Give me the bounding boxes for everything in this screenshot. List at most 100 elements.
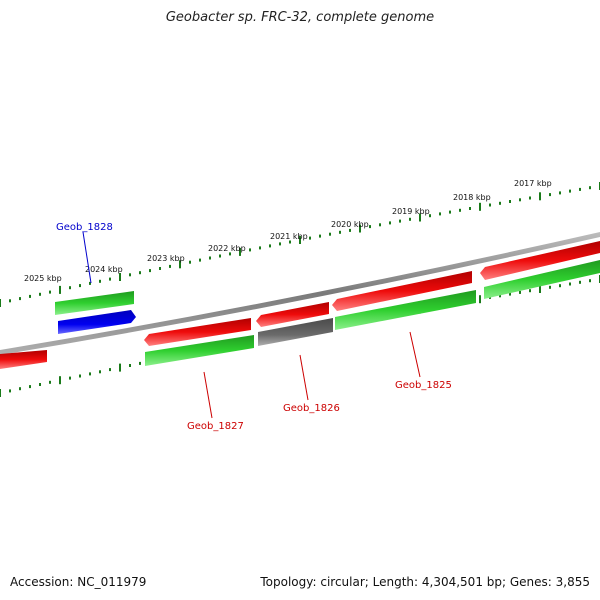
gene-reverse[interactable] [332,271,472,311]
minor-tick [49,380,51,384]
minor-tick [99,279,101,283]
tick-label: 2023 kbp [147,254,185,263]
gene-label-geob-1827: Geob_1827 [187,421,244,432]
minor-tick [49,290,51,294]
major-tick [0,299,1,307]
minor-tick [459,208,461,212]
minor-tick [519,290,521,294]
minor-tick [89,372,91,376]
minor-tick [269,244,271,248]
gene-label-group[interactable]: Geob_1826 [283,354,340,414]
minor-tick [439,212,441,216]
genome-summary-text: Topology: circular; Length: 4,304,501 bp… [260,575,590,589]
gene-label-group[interactable]: Geob_1825 [395,331,452,391]
gene-label-geob-1825: Geob_1825 [395,380,452,391]
gene-selected[interactable] [58,310,136,334]
minor-tick [229,252,231,256]
minor-tick [529,289,531,293]
minor-tick [169,264,171,268]
gene-reverse[interactable] [256,302,329,327]
minor-tick [99,370,101,374]
minor-tick [499,201,501,205]
major-tick [0,389,1,397]
major-tick [419,213,421,222]
minor-tick [549,285,551,289]
minor-tick [79,374,81,378]
major-tick [179,260,181,269]
minor-tick [579,187,581,191]
minor-tick [209,256,211,260]
minor-tick [549,193,551,197]
gene-forward[interactable] [484,260,600,299]
minor-tick [469,207,471,210]
minor-tick [559,191,561,195]
gene-label-group[interactable]: Geob_1827 [187,371,244,432]
minor-tick [109,277,111,281]
minor-tick [219,254,221,258]
major-tick [479,295,481,304]
major-tick [479,202,481,211]
minor-tick [9,389,11,393]
minor-tick [249,248,251,252]
minor-tick [89,281,91,285]
minor-tick [69,376,71,380]
minor-tick [129,364,131,367]
minor-tick [509,292,511,296]
gene-forward[interactable] [55,291,134,315]
minor-tick [319,234,321,238]
minor-tick [9,299,11,303]
minor-tick [39,292,41,296]
gene-reverse[interactable] [480,241,600,280]
tick-label: 2021 kbp [270,232,308,241]
gene-reverse[interactable] [0,350,47,369]
minor-tick [289,240,291,244]
minor-tick [409,217,411,221]
tick-label: 2018 kbp [453,193,491,202]
minor-tick [529,196,531,200]
minor-tick [429,214,431,218]
minor-tick [69,286,71,290]
minor-tick [579,280,581,284]
map-title: Geobacter sp. FRC-32, complete genome [165,10,435,25]
gene-forward[interactable] [335,290,476,330]
minor-tick [339,230,341,234]
minor-tick [499,294,501,298]
tick-label: 2019 kbp [392,207,430,216]
tick-label: 2022 kbp [208,244,246,253]
major-tick [539,192,541,201]
minor-tick [309,236,311,240]
gene-forward[interactable] [145,335,254,366]
major-tick [359,224,361,233]
minor-tick [259,246,261,250]
minor-tick [519,198,521,202]
major-tick [239,247,241,256]
minor-tick [159,267,161,270]
minor-tick [79,284,81,288]
tick-label: 2024 kbp [85,265,123,274]
major-tick [119,273,121,281]
minor-tick [129,273,131,277]
gene-other[interactable] [258,318,333,346]
gene-reverse[interactable] [144,318,251,346]
minor-tick [279,242,281,246]
minor-tick [19,387,21,391]
major-tick [119,363,121,372]
gene-label-geob-1828: Geob_1828 [56,222,113,233]
gene-label-group[interactable]: Geob_1828 [56,222,113,284]
minor-tick [589,279,591,283]
minor-tick [149,269,151,273]
minor-tick [399,219,401,223]
minor-tick [489,203,491,207]
minor-tick [19,297,21,301]
tick-label: 2017 kbp [514,179,552,188]
minor-tick [569,282,571,286]
minor-tick [509,200,511,203]
minor-tick [559,284,561,288]
accession-text: Accession: NC_011979 [10,575,147,589]
minor-tick [29,294,31,298]
genome-backbone [0,232,600,355]
gene-label-geob-1826: Geob_1826 [283,403,340,414]
minor-tick [139,361,141,365]
minor-tick [379,223,381,227]
